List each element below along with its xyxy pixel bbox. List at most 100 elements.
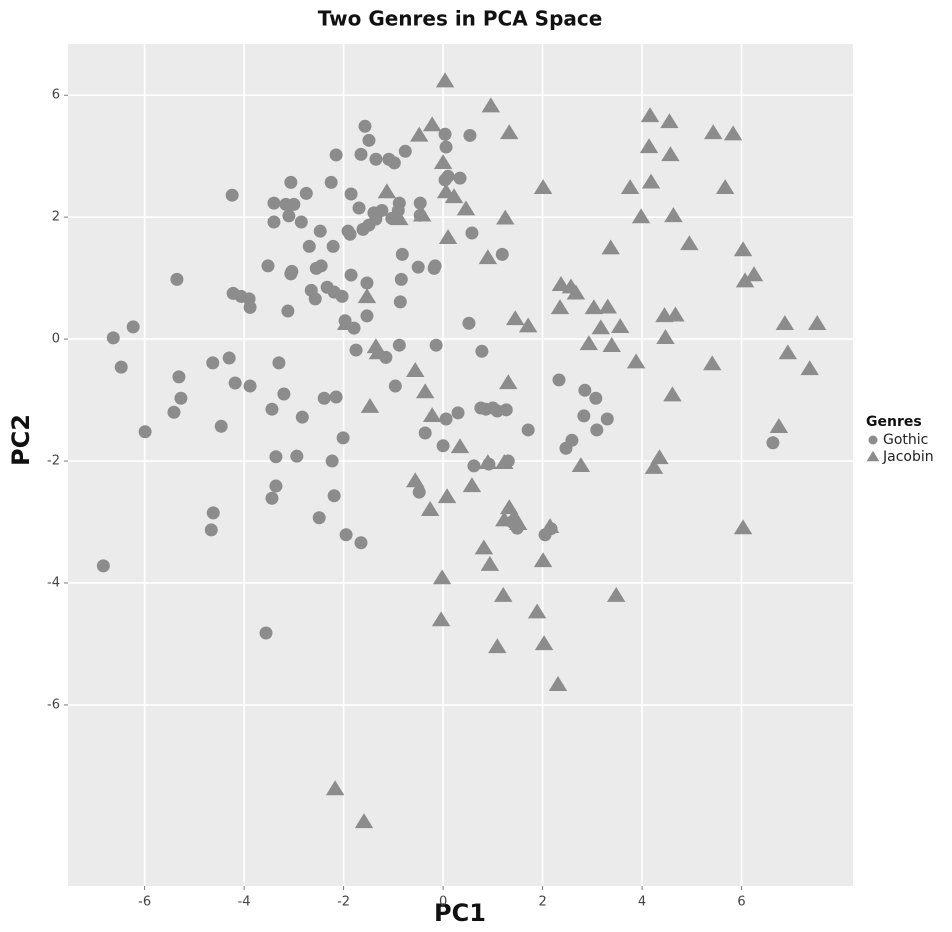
- point: [272, 356, 286, 370]
- point: [723, 125, 743, 141]
- point: [703, 355, 722, 371]
- point: [392, 196, 406, 210]
- point: [225, 188, 239, 202]
- point: [299, 186, 313, 200]
- point: [352, 201, 366, 215]
- point: [339, 528, 353, 542]
- point: [265, 491, 279, 505]
- y-tick-label: 6: [52, 88, 60, 103]
- point: [577, 409, 591, 423]
- point: [579, 335, 599, 351]
- point: [317, 391, 331, 405]
- point: [436, 439, 450, 453]
- point: [377, 183, 397, 199]
- point: [499, 403, 513, 417]
- point: [308, 292, 322, 306]
- point: [435, 72, 455, 88]
- point: [170, 272, 184, 286]
- point: [602, 337, 621, 352]
- point: [415, 383, 435, 399]
- point: [126, 320, 140, 334]
- point: [778, 344, 798, 360]
- point: [462, 316, 476, 330]
- point: [571, 457, 591, 473]
- point: [438, 229, 458, 245]
- point: [354, 813, 374, 829]
- point: [775, 315, 795, 330]
- point: [277, 387, 291, 401]
- point: [478, 454, 498, 470]
- point: [591, 319, 610, 335]
- point: [565, 433, 579, 447]
- point: [295, 410, 309, 424]
- legend-label: Jacobin: [882, 449, 934, 465]
- point: [656, 329, 675, 345]
- point: [344, 268, 358, 282]
- point: [360, 309, 374, 323]
- point: [422, 407, 442, 423]
- point: [387, 156, 401, 170]
- point: [343, 227, 357, 241]
- point: [329, 148, 343, 162]
- point: [314, 259, 328, 273]
- point: [243, 300, 257, 314]
- point: [432, 569, 452, 585]
- point: [409, 126, 429, 142]
- point: [206, 356, 220, 370]
- point: [664, 207, 683, 223]
- point: [96, 559, 110, 573]
- point: [584, 299, 604, 315]
- legend-label: Gothic: [883, 432, 928, 448]
- point: [368, 344, 388, 360]
- point: [626, 353, 646, 369]
- point: [412, 206, 432, 222]
- point: [506, 310, 525, 326]
- x-axis-title: PC1: [434, 899, 486, 927]
- point: [204, 523, 218, 537]
- point: [600, 412, 614, 426]
- x-tick-label: -4: [238, 895, 251, 910]
- point: [420, 501, 440, 516]
- point: [422, 116, 442, 132]
- point: [438, 127, 452, 141]
- x-tick-label: 2: [538, 895, 546, 910]
- point: [325, 454, 339, 468]
- point: [463, 128, 477, 142]
- point: [800, 360, 819, 376]
- point: [431, 611, 451, 627]
- point: [680, 235, 699, 251]
- point: [533, 179, 553, 195]
- point: [398, 144, 412, 158]
- point: [733, 241, 753, 257]
- point: [666, 306, 685, 322]
- y-tick-label: -2: [47, 454, 60, 469]
- point: [354, 147, 368, 161]
- chart-title: Two Genres in PCA Space: [318, 7, 603, 31]
- point: [357, 288, 377, 304]
- legend-marker: [868, 435, 878, 445]
- point: [433, 154, 453, 170]
- point: [354, 536, 368, 550]
- point: [312, 511, 326, 525]
- point: [641, 173, 661, 189]
- point: [527, 603, 547, 619]
- point: [167, 405, 181, 419]
- point: [206, 506, 220, 520]
- point: [661, 146, 680, 162]
- point: [326, 239, 340, 253]
- point: [495, 247, 509, 261]
- point: [344, 187, 358, 201]
- point: [375, 203, 389, 217]
- point: [521, 423, 535, 437]
- point: [214, 419, 228, 433]
- point: [598, 298, 617, 314]
- point: [172, 370, 186, 384]
- point: [807, 315, 827, 330]
- point: [259, 626, 273, 640]
- point: [453, 171, 467, 185]
- point: [393, 295, 407, 309]
- point: [360, 397, 380, 413]
- y-axis-title: PC2: [7, 414, 35, 466]
- y-tick-label: -6: [47, 697, 60, 712]
